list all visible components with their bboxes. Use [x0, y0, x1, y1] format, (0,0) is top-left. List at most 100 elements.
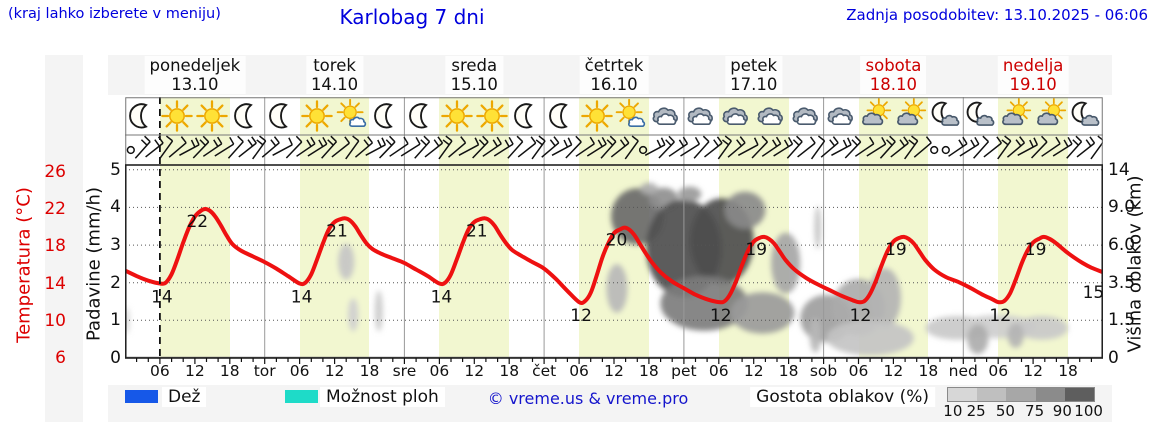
last-updated: Zadnja posodobitev: 13.10.2025 - 06:06 — [846, 6, 1148, 24]
weather-icon-sun-cloud — [894, 98, 928, 134]
cloud-height-tick-1.5: 1.5 — [1108, 310, 1136, 331]
day-date: 15.10 — [450, 75, 498, 94]
time-label-12: 12 — [743, 362, 764, 380]
wind-barbs — [126, 135, 1105, 160]
weather-icon-sun — [475, 98, 509, 134]
day-name: torek — [313, 56, 356, 75]
density-segment — [948, 388, 978, 401]
chart-region: 14 22 14 21 14 21 12 20 12 19 12 19 12 19 15 — [123, 97, 1105, 364]
time-ticks — [136, 358, 1093, 364]
svg-text:20: 20 — [606, 231, 628, 251]
time-label-sre: sre — [392, 362, 417, 380]
time-label-čet: čet — [532, 362, 557, 380]
time-label-18: 18 — [918, 362, 939, 380]
svg-text:19: 19 — [1025, 240, 1047, 260]
precip-tick-4: 4 — [110, 197, 121, 218]
day-header-torek: torek 14.10 — [305, 56, 364, 94]
precip-tick-0: 0 — [110, 348, 121, 368]
weather-icon-sun — [160, 98, 194, 134]
temp-tick-10: 10 — [44, 310, 66, 331]
time-label-12: 12 — [324, 362, 345, 380]
time-label-18: 18 — [639, 362, 659, 380]
credit-link[interactable]: © vreme.us & vreme.pro — [487, 389, 689, 408]
temp-value-labels: 14 22 14 21 14 21 12 20 12 19 12 19 12 19 15 — [151, 212, 1104, 326]
legend-band — [108, 385, 1112, 422]
day-header-sobota: sobota 18.10 — [860, 56, 927, 94]
weather-icon-clouds — [789, 98, 823, 134]
precip-tick-2: 2 — [110, 272, 121, 293]
svg-text:12: 12 — [850, 306, 872, 326]
weather-icon-moon-cloud — [1069, 98, 1103, 134]
weather-icon-sun-cloud — [1034, 98, 1068, 134]
cloud-height-tick-0: 0 — [1108, 348, 1119, 368]
weather-icon-sun-cloud-small — [335, 98, 369, 134]
time-label-18: 18 — [1058, 362, 1078, 380]
svg-text:12: 12 — [570, 306, 592, 326]
day-name: nedelja — [1002, 56, 1064, 75]
time-label-tor: tor — [253, 362, 276, 380]
density-tick-100: 100 — [1074, 402, 1103, 420]
svg-text:15: 15 — [1083, 283, 1103, 303]
time-label-pet: pet — [671, 362, 697, 380]
gridlines — [125, 169, 1103, 321]
time-label-18: 18 — [499, 362, 520, 380]
left-gray-strip — [45, 55, 83, 422]
page-title: Karlobag 7 dni — [339, 5, 485, 29]
day-name: sobota — [865, 56, 922, 75]
time-label-18: 18 — [219, 362, 240, 380]
svg-text:12: 12 — [710, 306, 732, 326]
temp-tick-26: 26 — [44, 161, 66, 182]
time-label-06: 06 — [569, 362, 589, 380]
day-date: 17.10 — [730, 75, 778, 94]
cloud-density-scale — [947, 387, 1095, 402]
day-name: ponedeljek — [149, 56, 241, 75]
day-name: sreda — [451, 56, 498, 75]
temp-tick-22: 22 — [44, 199, 66, 219]
day-name: petek — [730, 56, 778, 75]
time-label-06: 06 — [988, 362, 1009, 380]
weather-icon-moon — [265, 98, 299, 134]
weather-icon-clouds — [684, 98, 718, 134]
showers-swatch — [285, 390, 318, 403]
weather-icon-moon-cloud — [929, 98, 963, 134]
time-label-18: 18 — [359, 362, 380, 380]
rain-label: Dež — [162, 387, 207, 407]
density-segment — [977, 388, 1007, 401]
weather-icon-moon — [125, 98, 159, 134]
cloud-height-tick-6.0: 6.0 — [1108, 235, 1136, 256]
weather-icon-moon-cloud — [964, 98, 998, 134]
weather-icon-clouds — [719, 98, 753, 134]
weather-icon-sun — [195, 98, 229, 134]
density-segment — [1064, 388, 1094, 401]
day-header-četrtek: četrtek 16.10 — [579, 56, 649, 94]
day-header-ponedeljek: ponedeljek 13.10 — [144, 56, 246, 94]
weather-icon-clouds — [754, 98, 788, 134]
svg-text:22: 22 — [186, 212, 208, 232]
time-label-12: 12 — [464, 362, 485, 380]
time-label-06: 06 — [150, 362, 170, 380]
svg-text:14: 14 — [151, 288, 173, 308]
cloud-height-tick-14: 14 — [1108, 159, 1130, 180]
temp-curve — [123, 206, 1105, 305]
density-tick-25: 25 — [966, 402, 986, 420]
svg-text:14: 14 — [291, 288, 313, 308]
density-tick-50: 50 — [995, 402, 1015, 420]
precip-tick-1: 1 — [110, 310, 121, 331]
chart-canvas: 14 22 14 21 14 21 12 20 12 19 12 19 12 19 15 — [123, 97, 1105, 369]
time-label-ned: ned — [948, 362, 978, 380]
svg-text:12: 12 — [989, 306, 1011, 326]
density-tick-90: 90 — [1052, 402, 1072, 420]
time-label-18: 18 — [778, 362, 799, 380]
weather-icon-sun-cloud — [859, 98, 893, 134]
showers-label: Možnost ploh — [320, 387, 445, 407]
weather-icon-clouds — [649, 98, 683, 134]
svg-text:21: 21 — [326, 221, 348, 241]
density-segment — [1006, 388, 1036, 401]
temp-tick-18: 18 — [44, 236, 66, 257]
precip-tick-5: 5 — [110, 159, 121, 180]
temp-tick-14: 14 — [44, 273, 66, 294]
weather-icon-moon — [370, 98, 404, 134]
cloud-height-tick-3.5: 3.5 — [1108, 272, 1136, 293]
temp-tick-6: 6 — [55, 348, 66, 368]
weather-icon-moon — [510, 98, 544, 134]
